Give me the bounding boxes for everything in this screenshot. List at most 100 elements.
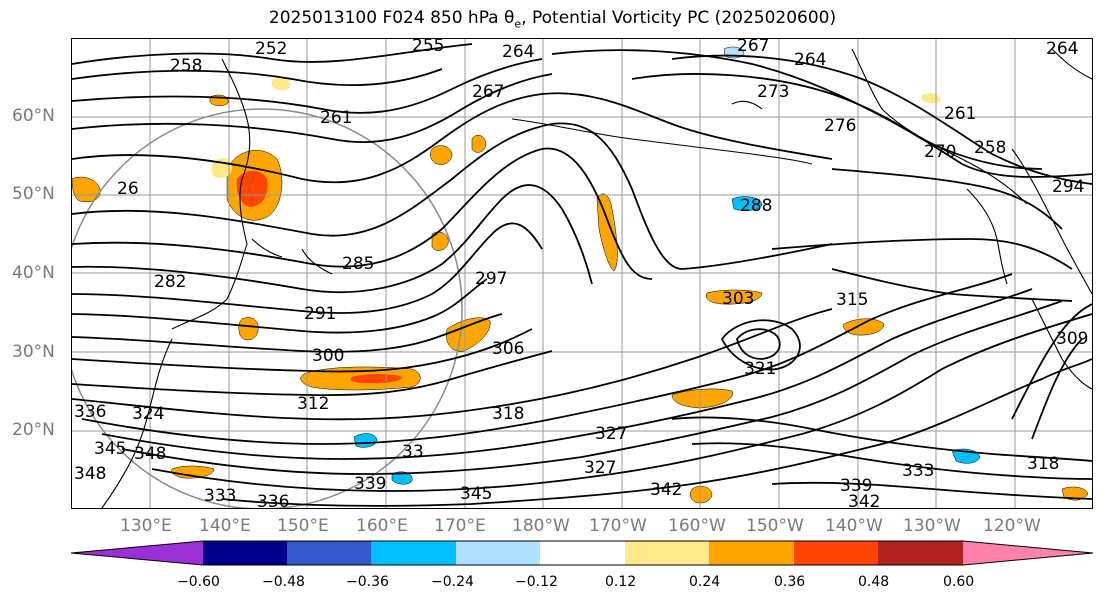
contour-label: 348: [74, 464, 106, 484]
longitude-label: 140°W: [825, 516, 883, 536]
map-panel: 252 258 255 264 267 264 267 264 261 261 …: [71, 38, 1093, 509]
contour-label: 342: [650, 480, 682, 500]
latitude-label: 30°N: [12, 342, 55, 362]
pv-positive-patch: [706, 289, 763, 305]
pv-negative-patch: [353, 433, 378, 448]
contour-label: 285: [342, 254, 374, 274]
coastlines: [101, 48, 1092, 508]
contour-label: 258: [170, 56, 202, 76]
contour-label: 282: [154, 272, 186, 292]
contour-label: 273: [757, 82, 789, 102]
contour-label: 261: [320, 108, 352, 128]
pv-negative-patch: [391, 471, 413, 485]
longitude-label: 120°W: [983, 516, 1041, 536]
contour-label: 324: [132, 404, 164, 424]
pv-positive-patch: [431, 231, 449, 251]
contour-label: 255: [412, 39, 444, 56]
range-ring: [72, 108, 463, 508]
pv-shading-layer: [72, 46, 1089, 504]
colorbar-segment: [371, 541, 457, 565]
contour-label: 342: [848, 492, 880, 508]
title-subscript: e: [514, 17, 522, 31]
colorbar-tick-label: 0.24: [689, 574, 721, 590]
contour-label: 26: [117, 179, 139, 199]
contour-label: 318: [1027, 454, 1059, 474]
pv-strong-patch: [350, 374, 402, 384]
longitude-label: 130°W: [903, 516, 961, 536]
contour-label: 339: [354, 474, 386, 494]
colorbar-tick-label: 0.12: [605, 574, 637, 590]
contour-label: 309: [1056, 329, 1088, 349]
contour-label: 303: [722, 289, 754, 309]
contour-label: 306: [492, 339, 524, 359]
pv-weak-patch: [272, 77, 291, 91]
latitude-label: 50°N: [12, 184, 55, 204]
contour-label: 339: [840, 476, 872, 496]
colorbar-segment: [456, 541, 541, 565]
latitude-label: 20°N: [12, 420, 55, 440]
contour-label: 315: [836, 290, 868, 310]
pv-positive-patch: [843, 318, 885, 336]
pv-strong-patch: [236, 170, 268, 207]
colorbar-segment: [287, 541, 372, 565]
contour-label: 288: [740, 196, 772, 216]
contour-labels: 252 258 255 264 267 264 267 264 261 261 …: [74, 39, 1088, 508]
colorbar-segment-extend-max: [963, 541, 1093, 565]
pv-positive-patch: [238, 317, 259, 341]
title-prefix: 2025013100 F024 850 hPa θ: [268, 8, 515, 28]
contour-label: 261: [944, 104, 976, 124]
colorbar-segment: [878, 541, 964, 565]
contour-label: 333: [902, 461, 934, 481]
contour-label: 348: [134, 444, 166, 464]
title-suffix: , Potential Vorticity PC (2025020600): [521, 8, 837, 28]
contour-label: 327: [595, 424, 627, 444]
longitude-label: 140°E: [199, 516, 251, 536]
map-canvas: 252 258 255 264 267 264 267 264 261 261 …: [72, 39, 1092, 508]
colorbar-tick-label: 0.36: [774, 574, 806, 590]
contour-label: 264: [1046, 39, 1078, 59]
pv-positive-patch: [471, 134, 487, 153]
contour-label: 252: [255, 39, 287, 59]
contour-label: 264: [502, 42, 534, 62]
colorbar: [70, 540, 1094, 566]
contour-label: 267: [737, 39, 769, 56]
contour-label: 333: [204, 486, 236, 506]
map-title: 2025013100 F024 850 hPa θe, Potential Vo…: [0, 8, 1105, 30]
pv-positive-patch: [72, 176, 101, 203]
longitude-label: 130°E: [120, 516, 172, 536]
longitude-label: 180°W: [512, 516, 570, 536]
pv-weak-patch: [922, 93, 941, 104]
pv-positive-patch: [596, 193, 618, 272]
longitude-label: 170°W: [589, 516, 647, 536]
colorbar-segment-extend-min: [71, 541, 203, 565]
contour-label: 318: [492, 404, 524, 424]
contour-label: 297: [475, 269, 507, 289]
contour-label: 300: [312, 346, 344, 366]
colorbar-tick-label: −0.36: [346, 574, 389, 590]
pv-positive-patch: [671, 388, 733, 409]
colorbar-segment: [540, 541, 626, 565]
longitude-label: 150°W: [746, 516, 804, 536]
pv-negative-patch: [731, 196, 763, 211]
contour-label: 345: [94, 439, 126, 459]
longitude-label: 160°W: [668, 516, 726, 536]
latitude-label: 40°N: [12, 263, 55, 283]
contour-label: 321: [744, 359, 776, 379]
colorbar-segment: [625, 541, 710, 565]
colorbar-tick-label: −0.48: [262, 574, 305, 590]
longitude-label: 150°E: [277, 516, 329, 536]
colorbar-segment: [709, 541, 795, 565]
contour-label: 294: [1052, 177, 1084, 197]
pv-positive-patch: [1061, 486, 1089, 501]
colorbar-outline: [70, 540, 1094, 566]
colorbar-tick-label: −0.12: [515, 574, 558, 590]
contour-label: 312: [297, 394, 329, 414]
colorbar-tick-label: 0.48: [858, 574, 890, 590]
contour-label: 291: [304, 304, 336, 324]
lat-lon-grid: [72, 39, 1092, 508]
latitude-label: 60°N: [12, 106, 55, 126]
contour-label: 258: [974, 138, 1006, 158]
theta-e-contours: [72, 43, 1092, 507]
contour-label: 270: [924, 142, 956, 162]
contour-label: 336: [74, 402, 106, 422]
